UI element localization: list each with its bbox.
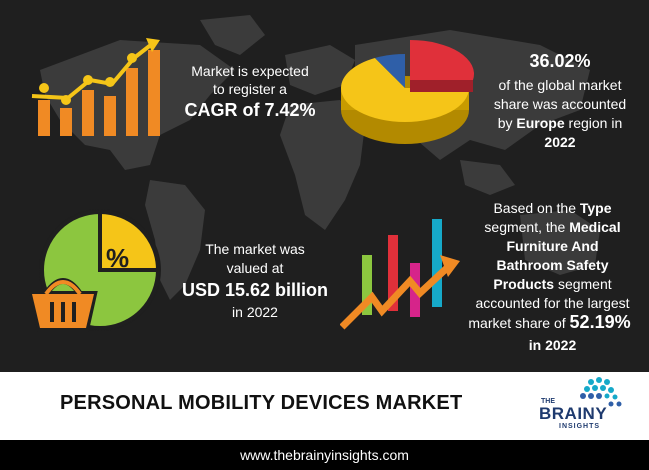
brainy-insights-logo: THE BRAINY INSIGHTS [533, 376, 633, 436]
logo-insights: INSIGHTS [559, 423, 601, 430]
segment-type-word: Type [579, 200, 612, 216]
europe-share-value: 36.02% [529, 51, 591, 71]
segment-line-3: Furniture And [506, 238, 599, 254]
cagr-line-1: Market is expected [191, 63, 309, 79]
europe-line-3-prefix: by [497, 115, 513, 131]
europe-region: Europe [516, 115, 565, 131]
title-band [0, 372, 649, 440]
logo-dots-icon [580, 377, 622, 407]
segment-line-4: Bathroom Safety [496, 257, 609, 273]
cagr-value: CAGR of 7.42% [184, 100, 316, 120]
segment-year: in 2022 [528, 337, 577, 353]
logo-brainy: BRAINY [539, 404, 608, 423]
rising-arrow-bars-icon [340, 219, 460, 330]
europe-line-2: share was accounted [493, 96, 627, 112]
page-title: PERSONAL MOBILITY DEVICES MARKET [60, 392, 463, 414]
logo-the: THE [541, 398, 555, 405]
dark-panel: % Market is expected to register a CAGR … [0, 0, 649, 372]
europe-line-1: of the global market [498, 77, 622, 93]
segment-line-7: market share of 52.19% [452, 313, 647, 332]
europe-line-3-suffix: region in [568, 115, 623, 131]
cagr-line-2: to register a [213, 81, 287, 97]
segment-line-5: Products segment [460, 275, 645, 293]
footer-url[interactable]: www.thebrainyinsights.com [0, 440, 649, 470]
europe-line-3: by Europe region in [470, 114, 649, 132]
segment-line-7-prefix: market share of [468, 315, 566, 331]
segment-line-2: segment, the Medical [460, 218, 645, 236]
segment-line-1-prefix: Based on the [493, 200, 576, 216]
market-value-line-2: valued at [226, 260, 284, 276]
market-value-line-3: in 2022 [232, 304, 278, 320]
basket-pie-icon [28, 209, 161, 333]
segment-line-5-suffix: segment [557, 276, 612, 292]
percent-symbol: % [106, 243, 130, 273]
growth-bar-chart-icon [31, 38, 160, 136]
segment-line-2-prefix: segment, the [484, 219, 566, 235]
pie-3d-icon [341, 40, 475, 144]
segment-line-1: Based on the Type [460, 199, 645, 217]
segment-share-value: 52.19% [569, 312, 631, 332]
segment-products-word: Products [493, 276, 555, 292]
segment-medical-word: Medical [569, 219, 621, 235]
market-value-line-1: The market was [205, 241, 305, 257]
market-value-amount: USD 15.62 billion [181, 280, 329, 300]
europe-year: 2022 [544, 134, 576, 150]
segment-line-6: accounted for the largest [475, 295, 630, 311]
